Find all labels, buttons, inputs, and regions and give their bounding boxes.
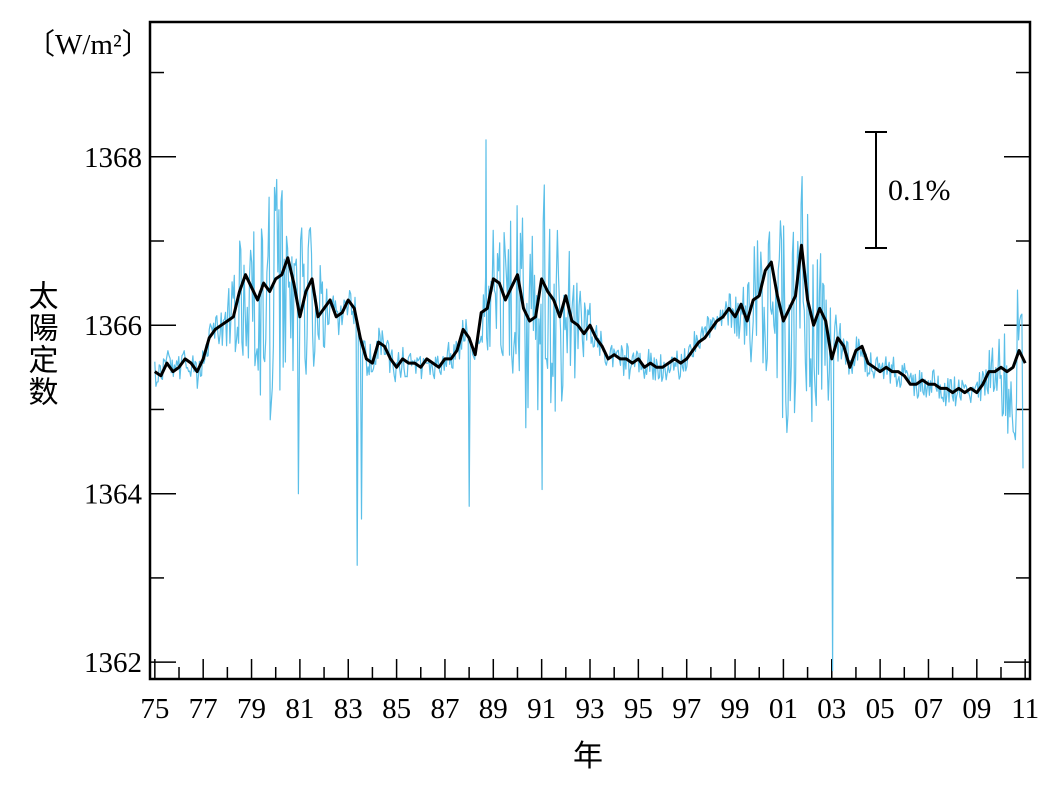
x-tick-label: 99 bbox=[721, 693, 750, 725]
x-tick-label: 89 bbox=[479, 693, 508, 725]
x-tick-label: 01 bbox=[769, 693, 798, 725]
y-tick-labels: 1362 1364 1366 1368 bbox=[84, 142, 143, 679]
x-tick-label: 93 bbox=[576, 693, 605, 725]
unit-label: 〔W/m²〕 bbox=[26, 29, 151, 61]
x-tick-label: 97 bbox=[672, 693, 701, 725]
x-tick-label: 81 bbox=[285, 693, 314, 725]
x-tick-label: 95 bbox=[624, 693, 653, 725]
daily-line bbox=[154, 139, 1024, 672]
x-axis-title: 年 bbox=[573, 739, 603, 774]
daily-series bbox=[154, 139, 1024, 672]
x-tick-label: 91 bbox=[527, 693, 556, 725]
scale-bar: 0.1% bbox=[865, 131, 951, 249]
scale-bar-label: 0.1% bbox=[888, 174, 951, 207]
x-tick-label: 83 bbox=[334, 693, 363, 725]
x-tick-label: 07 bbox=[914, 693, 943, 725]
plot-frame bbox=[148, 20, 1032, 681]
x-tick-label: 77 bbox=[189, 693, 218, 725]
x-tick-label: 75 bbox=[140, 693, 169, 725]
y-tick-label: 1364 bbox=[84, 479, 143, 511]
x-tick-label: 11 bbox=[1011, 693, 1039, 725]
x-tick-label: 85 bbox=[382, 693, 411, 725]
y-tick-label: 1362 bbox=[84, 647, 142, 679]
x-tick-labels: 75 77 79 81 83 85 87 89 91 93 95 97 99 01 03 05 07 09 11 bbox=[140, 693, 1039, 725]
x-tick-label: 03 bbox=[817, 693, 846, 725]
x-tick-label: 79 bbox=[237, 693, 266, 725]
y-axis-title: 太陽定数 bbox=[23, 280, 58, 408]
y-tick-label: 1366 bbox=[84, 310, 142, 342]
smoothed-line bbox=[153, 243, 1027, 395]
x-tick-label: 05 bbox=[866, 693, 895, 725]
x-tick-label: 09 bbox=[962, 693, 991, 725]
axis-ticks bbox=[150, 71, 1030, 679]
y-tick-label: 1368 bbox=[84, 142, 142, 174]
smoothed-series bbox=[153, 243, 1027, 395]
x-tick-label: 87 bbox=[430, 693, 459, 725]
